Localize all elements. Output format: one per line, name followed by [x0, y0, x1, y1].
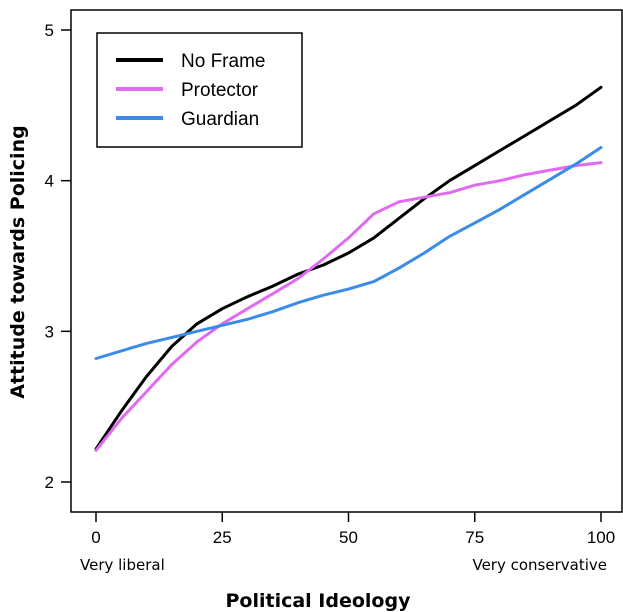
series-line-no-frame	[94, 85, 603, 451]
series-line-guardian	[94, 146, 603, 360]
x-tick-label: 0	[91, 528, 100, 547]
y-tick-label: 3	[45, 322, 54, 341]
x-end-label-left: Very liberal	[80, 556, 165, 574]
series-line-protector	[94, 161, 603, 452]
x-tick-label: 50	[339, 528, 358, 547]
x-tick-label: 25	[213, 528, 232, 547]
y-tick-label: 5	[45, 21, 54, 40]
x-tick-label: 75	[465, 528, 484, 547]
legend-label-no-frame: No Frame	[181, 51, 265, 72]
x-axis-ticks: 0 25 50 75 100	[91, 512, 615, 547]
x-end-label-right: Very conservative	[472, 556, 607, 574]
y-tick-label: 4	[45, 172, 54, 191]
legend: No Frame Protector Guardian	[96, 32, 303, 148]
y-axis-ticks: 2 3 4 5	[45, 21, 71, 492]
legend-label-guardian: Guardian	[181, 109, 259, 130]
y-tick-label: 2	[45, 473, 54, 492]
series-layer	[94, 85, 603, 452]
plot-frame	[70, 9, 623, 513]
y-axis-title: Attitude towards Policing	[7, 125, 29, 398]
x-axis-title: Political Ideology	[226, 590, 412, 612]
x-tick-label: 100	[587, 528, 615, 547]
legend-label-protector: Protector	[181, 80, 259, 101]
